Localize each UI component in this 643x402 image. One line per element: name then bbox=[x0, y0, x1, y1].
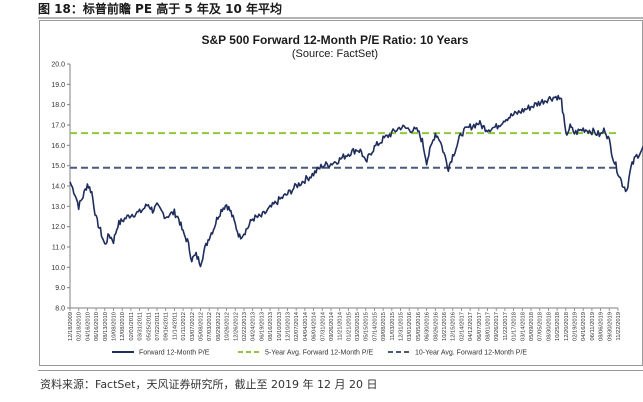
x-tick-label: 10/08/2010 bbox=[111, 312, 117, 341]
x-tick-label: 03/31/2011 bbox=[138, 312, 144, 341]
x-tick-label: 04/16/2019 bbox=[581, 312, 587, 341]
x-tick-label: 04/24/2013 bbox=[251, 312, 257, 341]
x-tick-label: 09/16/2011 bbox=[164, 312, 170, 341]
y-tick-label: 12.0 bbox=[51, 224, 65, 231]
x-tick-label: 03/14/2018 bbox=[520, 312, 526, 341]
y-tick-label: 18.0 bbox=[51, 102, 65, 109]
x-tick-label: 03/01/2016 bbox=[407, 312, 413, 341]
x-tick-label: 09/30/2019 bbox=[607, 312, 613, 341]
legend-label: 5-Year Avg. Forward 12-Month P/E bbox=[265, 350, 373, 357]
chart-subtitle: (Source: FactSet) bbox=[292, 48, 378, 60]
legend: Forward 12-Month P/E 5-Year Avg. Forward … bbox=[112, 350, 527, 357]
x-tick-label: 05/08/2012 bbox=[198, 312, 204, 341]
x-tick-label: 08/01/2017 bbox=[486, 312, 492, 341]
x-tick-label: 10/10/2013 bbox=[277, 312, 283, 341]
x-tick-label: 01/17/2018 bbox=[512, 312, 518, 341]
y-tick-label: 13.0 bbox=[51, 204, 65, 211]
x-tick-label: 06/19/2013 bbox=[259, 312, 265, 341]
x-tick-label: 09/26/2017 bbox=[494, 312, 500, 341]
x-tick-label: 09/08/2015 bbox=[381, 312, 387, 341]
y-tick-label: 16.0 bbox=[51, 143, 65, 150]
x-tick-label: 12/20/2018 bbox=[564, 312, 570, 341]
x-tick-label: 09/26/2014 bbox=[329, 311, 335, 341]
x-tick-label: 07/14/2015 bbox=[372, 312, 378, 341]
x-tick-label: 06/07/2017 bbox=[477, 312, 483, 341]
y-tick-label: 14.0 bbox=[51, 184, 65, 191]
x-tick-label: 12/08/2010 bbox=[120, 312, 126, 341]
x-tick-label: 11/22/2019 bbox=[616, 312, 622, 341]
y-tick-label: 11.0 bbox=[52, 245, 65, 252]
x-tick-label: 07/03/2012 bbox=[207, 312, 213, 341]
x-tick-label: 11/21/2014 bbox=[338, 311, 344, 340]
x-tick-label: 08/29/2012 bbox=[216, 312, 222, 341]
y-tick-label: 19.0 bbox=[51, 82, 65, 89]
x-axis: 12/18/2009 02/18/2010 04/16/2010 06/16/2010… bbox=[68, 307, 622, 341]
y-tick-label: 20.0 bbox=[51, 62, 65, 69]
x-tick-label: 05/15/2015 bbox=[364, 312, 370, 341]
x-tick-label: 05/09/2018 bbox=[529, 312, 535, 341]
x-tick-label: 10/26/2012 bbox=[225, 312, 231, 341]
x-tick-label: 08/13/2010 bbox=[103, 312, 109, 341]
series-layer bbox=[69, 94, 643, 268]
legend-label: Forward 12-Month P/E bbox=[139, 350, 210, 357]
x-tick-label: 02/07/2014 bbox=[294, 311, 300, 341]
x-tick-label: 12/18/2009 bbox=[68, 312, 74, 341]
x-tick-label: 04/04/2014 bbox=[303, 311, 309, 341]
x-tick-label: 10/25/2018 bbox=[555, 312, 561, 341]
x-tick-label: 06/30/2016 bbox=[425, 312, 431, 341]
x-tick-label: 06/04/2014 bbox=[312, 311, 318, 341]
x-tick-label: 02/14/2017 bbox=[459, 312, 465, 341]
source-rule bbox=[38, 370, 643, 371]
y-tick-label: 9.0 bbox=[55, 285, 65, 292]
x-tick-label: 07/05/2018 bbox=[538, 312, 544, 341]
x-tick-label: 05/25/2011 bbox=[146, 312, 152, 341]
title-rule bbox=[38, 17, 643, 19]
x-tick-label: 06/11/2019 bbox=[590, 312, 596, 341]
x-tick-label: 06/16/2010 bbox=[94, 312, 100, 341]
x-tick-label: 11/03/2015 bbox=[390, 312, 396, 341]
x-tick-label: 02/18/2010 bbox=[77, 312, 83, 341]
chart-title: S&P 500 Forward 12-Month P/E Ratio: 10 Y… bbox=[202, 33, 469, 47]
x-tick-label: 12/31/2015 bbox=[399, 312, 405, 341]
x-tick-label: 02/22/2013 bbox=[242, 312, 248, 341]
source-note: 资料来源：FactSet，天风证券研究所，截止至 2019 年 12 月 20 … bbox=[40, 378, 378, 391]
x-tick-label: 07/22/2011 bbox=[155, 312, 161, 341]
x-tick-label: 07/31/2014 bbox=[320, 311, 326, 341]
x-tick-label: 08/30/2018 bbox=[546, 312, 552, 341]
x-tick-label: 05/05/2016 bbox=[416, 312, 422, 341]
x-tick-label: 12/26/2012 bbox=[233, 312, 239, 341]
x-tick-label: 11/22/2017 bbox=[503, 312, 509, 341]
figure-title: 图 18：标普前瞻 PE 高于 5 年及 10 年平均 bbox=[38, 2, 282, 16]
x-tick-label: 12/15/2016 bbox=[451, 312, 457, 341]
x-tick-label: 12/10/2013 bbox=[285, 312, 291, 341]
x-tick-label: 03/07/2012 bbox=[190, 312, 196, 341]
x-tick-label: 08/26/2016 bbox=[433, 312, 439, 341]
y-tick-label: 8.0 bbox=[55, 306, 65, 313]
legend-label: 10-Year Avg. Forward 12-Month P/E bbox=[415, 350, 527, 357]
reference-lines bbox=[70, 132, 618, 169]
y-axis: 20.0 19.0 18.0 17.0 16.0 15.0 14.0 13.0 12.0 11.0… bbox=[51, 62, 71, 313]
y-tick-label: 15.0 bbox=[51, 163, 65, 170]
x-tick-label: 08/16/2013 bbox=[268, 312, 274, 341]
x-tick-label: 02/01/2011 bbox=[129, 312, 135, 341]
forward-pe-line bbox=[69, 94, 643, 268]
x-tick-label: 01/21/2015 bbox=[346, 312, 352, 341]
x-tick-label: 02/19/2019 bbox=[573, 312, 579, 341]
x-tick-label: 11/14/2011 bbox=[172, 312, 178, 340]
x-tick-label: 04/12/2017 bbox=[468, 312, 474, 341]
y-tick-label: 17.0 bbox=[51, 123, 65, 130]
x-tick-label: 10/21/2016 bbox=[442, 312, 448, 341]
y-tick-label: 10.0 bbox=[51, 265, 65, 272]
x-tick-label: 01/11/2012 bbox=[181, 312, 187, 341]
x-tick-label: 08/06/2019 bbox=[599, 312, 605, 341]
x-tick-label: 03/20/2015 bbox=[355, 312, 361, 341]
x-tick-label: 04/16/2010 bbox=[85, 312, 91, 341]
